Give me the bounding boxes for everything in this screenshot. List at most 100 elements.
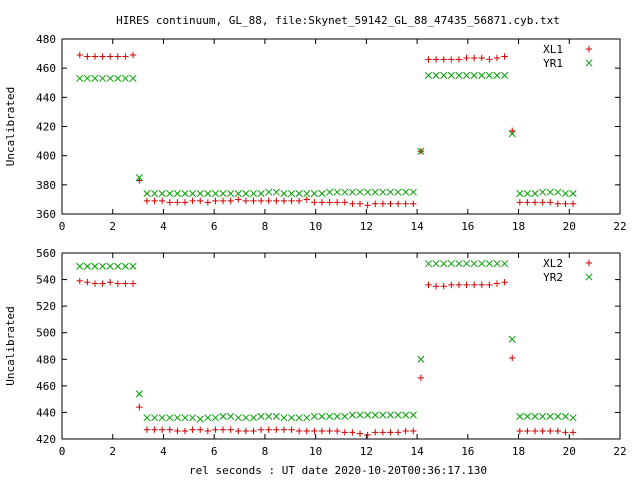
plot-frame [61, 252, 621, 440]
data-point [425, 281, 432, 289]
data-point [386, 411, 395, 419]
data-point [287, 190, 296, 198]
data-point [470, 281, 478, 289]
data-point [265, 426, 272, 433]
data-point [257, 412, 265, 420]
data-point [349, 429, 356, 436]
data-point [440, 56, 447, 63]
data-point [387, 429, 394, 436]
data-point [372, 200, 379, 207]
x-tick-label: 20 [563, 220, 576, 233]
data-point [114, 280, 121, 287]
data-point [151, 414, 159, 422]
data-point [295, 190, 303, 198]
data-point [410, 427, 417, 435]
x-tick-label: 8 [262, 220, 269, 233]
data-point [371, 411, 379, 419]
data-point [493, 260, 501, 268]
data-point [547, 427, 554, 435]
data-point [562, 200, 569, 207]
data-point [121, 74, 129, 82]
data-point [129, 262, 137, 270]
data-point [455, 71, 463, 80]
data-point [189, 197, 196, 205]
x-tick-label: 20 [563, 445, 576, 458]
x-tick-label: 4 [160, 445, 167, 458]
data-point [227, 190, 235, 198]
data-point [242, 427, 250, 435]
data-point [288, 426, 295, 433]
data-point [386, 188, 395, 196]
data-point [122, 280, 129, 287]
data-point [196, 415, 204, 423]
data-point [272, 412, 280, 420]
data-point [372, 429, 379, 436]
data-point [219, 197, 227, 205]
series-YR1 [76, 71, 577, 198]
data-point [303, 190, 311, 198]
data-point [364, 202, 371, 209]
legend-label: XL2 [543, 257, 563, 270]
x-tick-label: 14 [410, 445, 424, 458]
legend-label: YR1 [543, 57, 563, 70]
y-tick-label: 420 [36, 433, 56, 446]
data-point [509, 354, 516, 362]
data-point [227, 197, 234, 205]
data-point [143, 197, 151, 205]
data-point [235, 427, 242, 435]
x-tick-label: 12 [360, 220, 373, 233]
data-point [569, 414, 577, 422]
y-tick-label: 360 [36, 208, 56, 221]
data-point [501, 260, 509, 268]
data-point [546, 412, 554, 420]
data-point [501, 279, 508, 286]
data-point [280, 197, 288, 205]
data-point [318, 190, 326, 198]
y-tick-label: 440 [36, 91, 56, 104]
data-point [531, 427, 539, 435]
data-point [158, 426, 166, 433]
data-point [318, 427, 326, 435]
data-point [181, 414, 189, 422]
data-point [91, 280, 99, 287]
data-point [196, 190, 204, 198]
data-point [151, 426, 158, 433]
data-point [295, 414, 303, 422]
data-point [280, 190, 288, 198]
data-point [280, 426, 288, 433]
series-YR2 [76, 260, 577, 423]
data-point [318, 199, 326, 206]
data-point [523, 190, 531, 198]
data-point [166, 190, 174, 198]
data-point [204, 190, 212, 198]
data-point [424, 71, 433, 80]
data-point [84, 279, 91, 286]
data-point [410, 200, 417, 207]
data-point [249, 190, 258, 198]
data-point [440, 260, 448, 268]
data-point [486, 56, 493, 63]
data-point [387, 200, 394, 207]
data-point [333, 199, 341, 206]
legend-marker [585, 59, 593, 67]
legend-label: YR2 [543, 271, 563, 284]
data-point [508, 130, 516, 138]
data-point [516, 199, 524, 206]
data-point [455, 281, 463, 289]
legend-label: XL1 [543, 43, 563, 56]
data-point [501, 53, 508, 60]
data-point [143, 190, 151, 198]
data-point [478, 71, 486, 80]
data-point [242, 190, 250, 198]
x-tick-label: 2 [109, 445, 116, 458]
data-point [173, 414, 181, 422]
data-point [265, 412, 273, 420]
data-point [432, 56, 440, 63]
data-point [341, 412, 349, 420]
data-point [402, 200, 409, 207]
data-point [158, 190, 166, 198]
data-point [189, 414, 197, 422]
data-point [326, 412, 334, 420]
x-tick-label: 16 [461, 220, 474, 233]
data-point [129, 51, 137, 59]
